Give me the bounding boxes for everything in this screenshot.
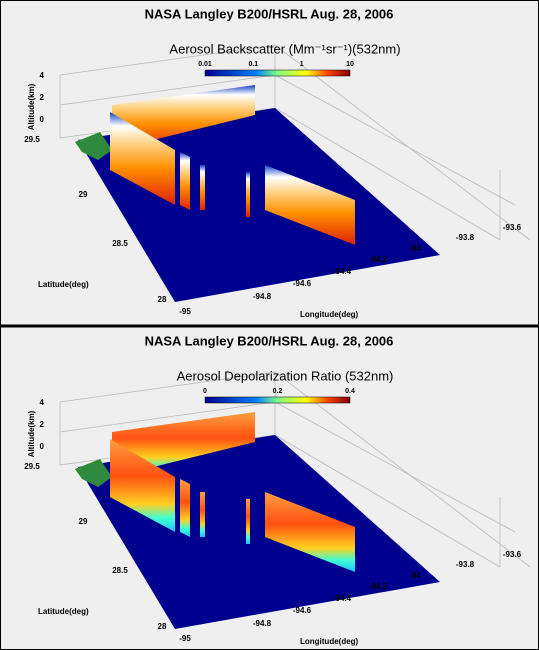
lat-tick-label: 29.5	[24, 462, 40, 471]
lon-tick-label: -93.6	[503, 550, 522, 559]
colorbar-tick-label: 0.1	[248, 61, 258, 68]
box-edge	[274, 371, 531, 568]
z-tick-label: 2	[40, 420, 45, 429]
lon-tick-label: -93.8	[456, 233, 475, 242]
curtain	[112, 85, 255, 150]
curtain	[112, 412, 255, 477]
lon-tick-label: -94	[409, 571, 421, 580]
lon-tick-label: -94.8	[253, 619, 272, 628]
panel: 0 0.2 0.4 NASA Langley B200/HSRL Aug. 28, 2…	[24, 333, 531, 646]
box-edge	[59, 371, 276, 403]
lon-tick-label: -94.2	[369, 255, 388, 264]
panel-title: NASA Langley B200/HSRL Aug. 28, 2006	[145, 6, 394, 21]
box-edge	[274, 434, 501, 568]
lat-axis-label: Latitude(deg)	[38, 607, 89, 616]
curtain	[110, 112, 175, 205]
panel-title: NASA Langley B200/HSRL Aug. 28, 2006	[145, 333, 394, 348]
panel: 0.01 0.1 1 10 NASA Langley B200/HSRL Aug. 28…	[24, 6, 531, 319]
lon-tick-label: -95	[179, 307, 191, 316]
curtain	[265, 165, 355, 245]
lon-tick-label: -94.4	[333, 594, 352, 603]
lon-axis-label: Longitude(deg)	[300, 637, 359, 646]
lat-tick-label: 29.5	[24, 135, 40, 144]
z-tick-label: 0	[40, 442, 45, 451]
lon-tick-label: -94.8	[253, 292, 272, 301]
lat-tick-label: 28	[158, 622, 167, 631]
z-tick-label: 2	[40, 93, 45, 102]
colorbar-tick-label: 0	[203, 388, 207, 395]
curtain	[200, 165, 205, 210]
box-edge	[59, 44, 276, 76]
lat-tick-label: 28.5	[112, 566, 128, 575]
curtain	[110, 439, 175, 532]
lat-tick-label: 28.5	[112, 239, 128, 248]
lon-tick-label: -94.6	[293, 279, 312, 288]
lon-tick-label: -94.6	[293, 606, 312, 615]
box-edge	[274, 74, 516, 206]
colorbar-tick-label: 0.4	[345, 388, 355, 395]
box-edge	[274, 107, 501, 241]
curtain	[180, 152, 190, 210]
lon-tick-label: -93.8	[456, 560, 475, 569]
curtain	[246, 172, 250, 217]
lat-tick-label: 28	[158, 295, 167, 304]
lon-axis-label: Longitude(deg)	[300, 310, 359, 319]
colorbar-tick-label: 1	[300, 61, 304, 68]
colorbar	[204, 396, 351, 404]
curtain	[265, 492, 355, 572]
curtain	[180, 479, 190, 537]
box-edge	[274, 44, 531, 241]
z-tick-label: 0	[40, 115, 45, 124]
box-edge	[59, 74, 276, 106]
box-edge	[59, 401, 276, 433]
colorbar	[204, 69, 351, 77]
z-tick-label: 4	[40, 398, 45, 407]
box-edge	[274, 401, 516, 533]
lon-tick-label: -94.4	[333, 267, 352, 276]
z-axis-label: Altitude(km)	[27, 83, 36, 130]
lat-tick-label: 29	[79, 190, 88, 199]
z-tick-label: 4	[40, 71, 45, 80]
land	[75, 132, 112, 160]
lat-axis-label: Latitude(deg)	[38, 280, 89, 289]
colorbar-tick-label: 0.01	[198, 61, 212, 68]
lon-tick-label: -94	[409, 244, 421, 253]
curtain	[200, 492, 205, 537]
land	[75, 459, 112, 487]
curtain	[246, 499, 250, 544]
colorbar-tick-label: 10	[346, 61, 354, 68]
lat-tick-label: 29	[79, 517, 88, 526]
panel-subtitle: Aerosol Backscatter (Mm⁻¹sr⁻¹)(532nm)	[169, 41, 400, 56]
panel-subtitle: Aerosol Depolarization Ratio (532nm)	[177, 368, 394, 383]
z-axis-label: Altitude(km)	[27, 410, 36, 457]
lon-tick-label: -93.6	[503, 223, 522, 232]
lon-tick-label: -95	[179, 634, 191, 643]
lon-tick-label: -94.2	[369, 582, 388, 591]
colorbar-tick-label: 0.2	[273, 388, 283, 395]
